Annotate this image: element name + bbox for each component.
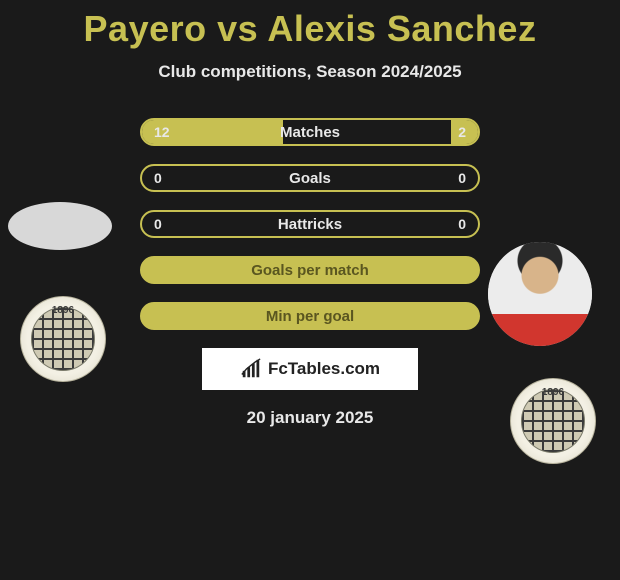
stat-left-value: 0 (154, 170, 162, 186)
stat-bar-goals: 0 Goals 0 (140, 164, 480, 192)
stat-bar-matches: 12 Matches 2 (140, 118, 480, 146)
player-left-photo (8, 202, 112, 250)
stat-label: Min per goal (266, 308, 354, 325)
stat-row: 0 Hattricks 0 (140, 210, 480, 238)
stat-row: 12 Matches 2 (140, 118, 480, 146)
stat-right-value: 2 (458, 124, 466, 140)
logo-text: FcTables.com (268, 359, 380, 379)
stat-row: 0 Goals 0 (140, 164, 480, 192)
stat-label: Hattricks (278, 216, 342, 233)
source-logo: FcTables.com (202, 348, 418, 390)
stat-label: Goals (289, 170, 331, 187)
stat-bar-goals-per-match: Goals per match (140, 256, 480, 284)
stat-bar-hattricks: 0 Hattricks 0 (140, 210, 480, 238)
club-badge-left (20, 296, 106, 382)
comparison-content: 12 Matches 2 0 Goals 0 0 Hattricks 0 (0, 118, 620, 428)
stat-row: Goals per match (140, 256, 480, 284)
stat-left-value: 0 (154, 216, 162, 232)
barchart-icon (240, 358, 262, 380)
subtitle: Club competitions, Season 2024/2025 (0, 62, 620, 82)
stat-label: Goals per match (251, 262, 369, 279)
stat-right-value: 0 (458, 216, 466, 232)
stat-label: Matches (280, 124, 340, 141)
stat-bars: 12 Matches 2 0 Goals 0 0 Hattricks 0 (140, 118, 480, 330)
stat-right-value: 0 (458, 170, 466, 186)
stat-row: Min per goal (140, 302, 480, 330)
club-badge-right (510, 378, 596, 464)
page-title: Payero vs Alexis Sanchez (0, 0, 620, 50)
stat-left-value: 12 (154, 124, 170, 140)
player-right-photo (488, 242, 592, 346)
stat-bar-min-per-goal: Min per goal (140, 302, 480, 330)
